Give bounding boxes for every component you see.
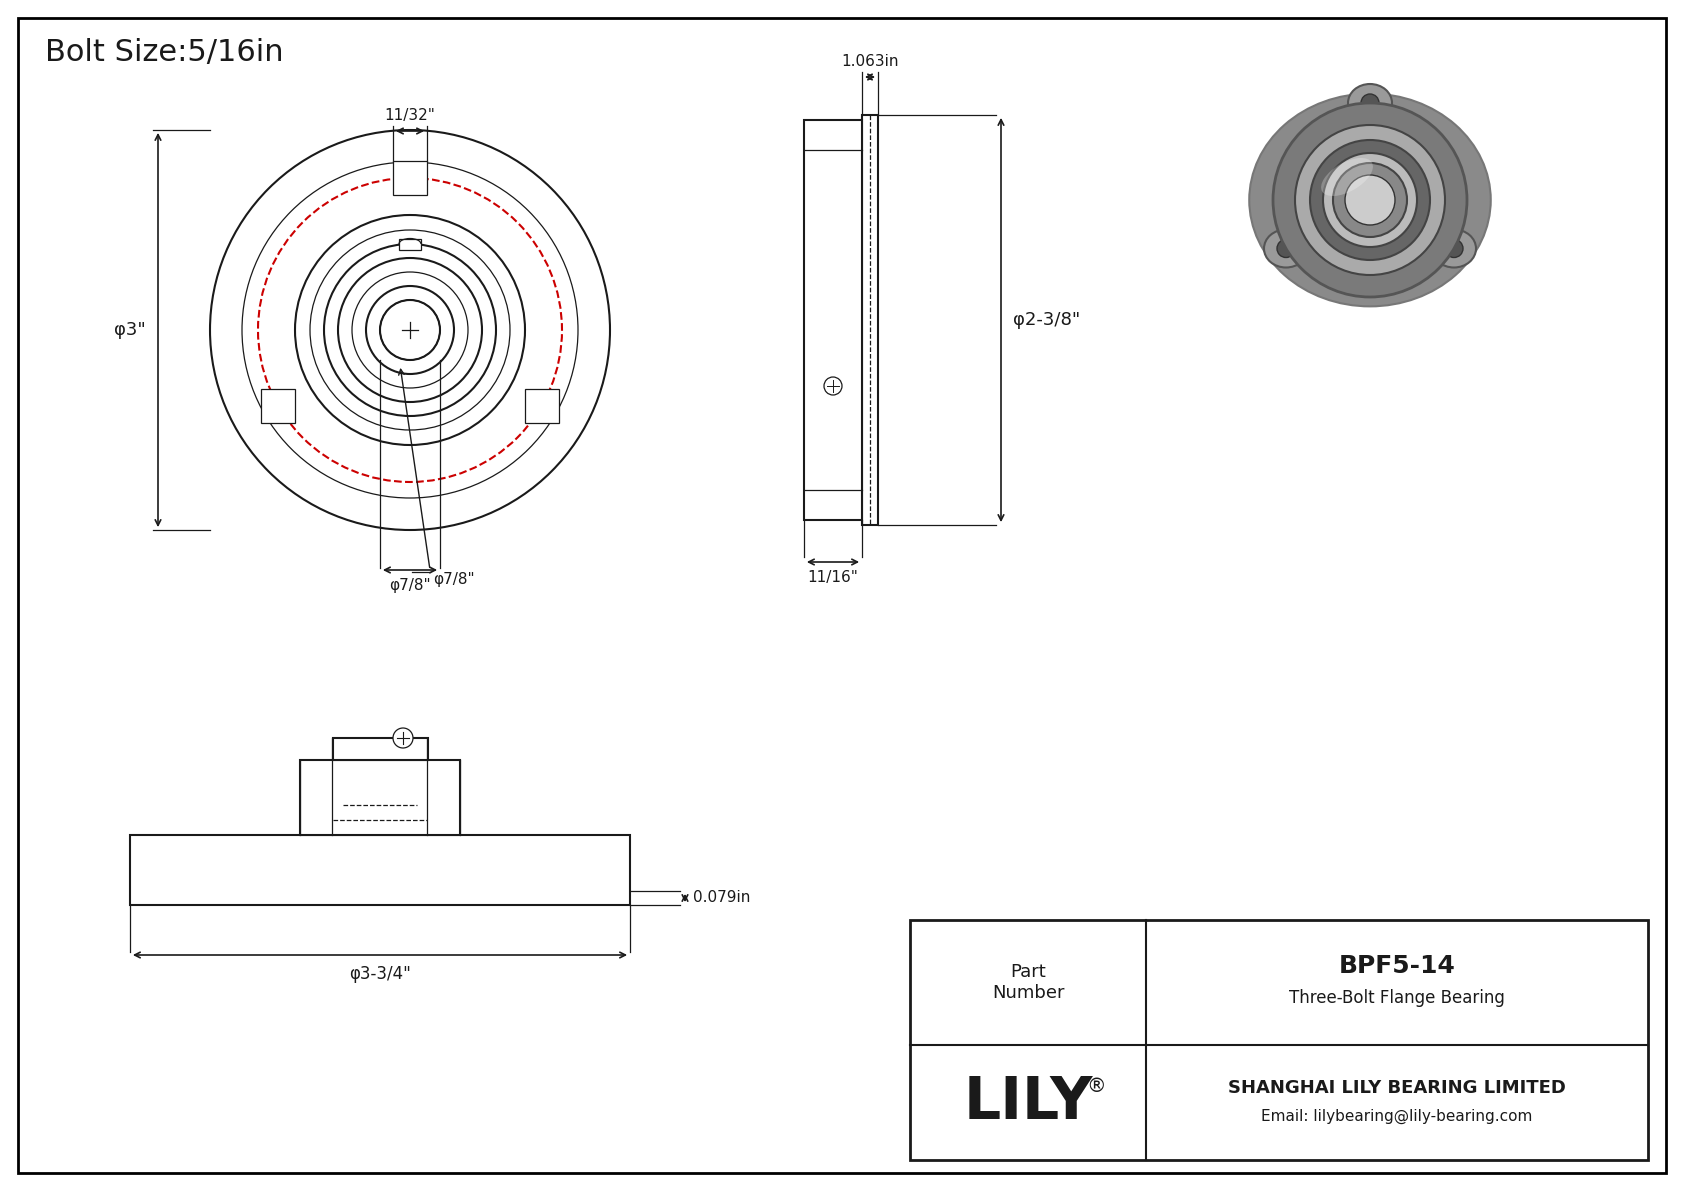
Circle shape xyxy=(1445,239,1463,257)
Bar xyxy=(300,760,460,835)
Circle shape xyxy=(1273,102,1467,297)
Text: φ7/8": φ7/8" xyxy=(433,572,475,587)
Circle shape xyxy=(823,378,842,395)
Circle shape xyxy=(1334,163,1408,237)
Text: Part
Number: Part Number xyxy=(992,964,1064,1002)
Text: φ7/8": φ7/8" xyxy=(389,578,431,593)
Bar xyxy=(392,161,428,195)
Bar xyxy=(399,239,421,250)
Bar xyxy=(803,120,862,520)
Bar xyxy=(130,835,630,905)
Text: 1.063in: 1.063in xyxy=(842,54,899,69)
Text: ®: ® xyxy=(1086,1077,1106,1096)
Bar xyxy=(862,116,877,525)
Ellipse shape xyxy=(1250,94,1490,306)
Text: φ3-3/4": φ3-3/4" xyxy=(349,965,411,983)
Circle shape xyxy=(1276,239,1295,257)
Text: Bolt Size:5/16in: Bolt Size:5/16in xyxy=(45,38,283,67)
Text: 11/16": 11/16" xyxy=(808,570,859,585)
Circle shape xyxy=(392,728,413,748)
Text: φ2-3/8": φ2-3/8" xyxy=(1014,311,1079,329)
Bar xyxy=(525,389,559,423)
Ellipse shape xyxy=(1347,85,1393,121)
Text: BPF5-14: BPF5-14 xyxy=(1339,954,1455,978)
Circle shape xyxy=(1310,141,1430,260)
Text: LILY: LILY xyxy=(963,1074,1093,1131)
Circle shape xyxy=(1361,94,1379,112)
Ellipse shape xyxy=(1265,230,1308,268)
Bar xyxy=(333,738,428,760)
Text: 0.079in: 0.079in xyxy=(694,891,751,905)
Ellipse shape xyxy=(1320,158,1372,197)
Circle shape xyxy=(1346,175,1394,225)
Text: 11/32": 11/32" xyxy=(384,108,436,123)
Text: Email: lilybearing@lily-bearing.com: Email: lilybearing@lily-bearing.com xyxy=(1261,1109,1532,1124)
Bar xyxy=(261,389,295,423)
Circle shape xyxy=(1295,125,1445,275)
Bar xyxy=(909,919,1649,1160)
Text: φ3": φ3" xyxy=(115,322,147,339)
Circle shape xyxy=(1324,152,1416,247)
Text: SHANGHAI LILY BEARING LIMITED: SHANGHAI LILY BEARING LIMITED xyxy=(1228,1079,1566,1097)
Text: Three-Bolt Flange Bearing: Three-Bolt Flange Bearing xyxy=(1290,990,1505,1008)
Ellipse shape xyxy=(1431,230,1475,268)
